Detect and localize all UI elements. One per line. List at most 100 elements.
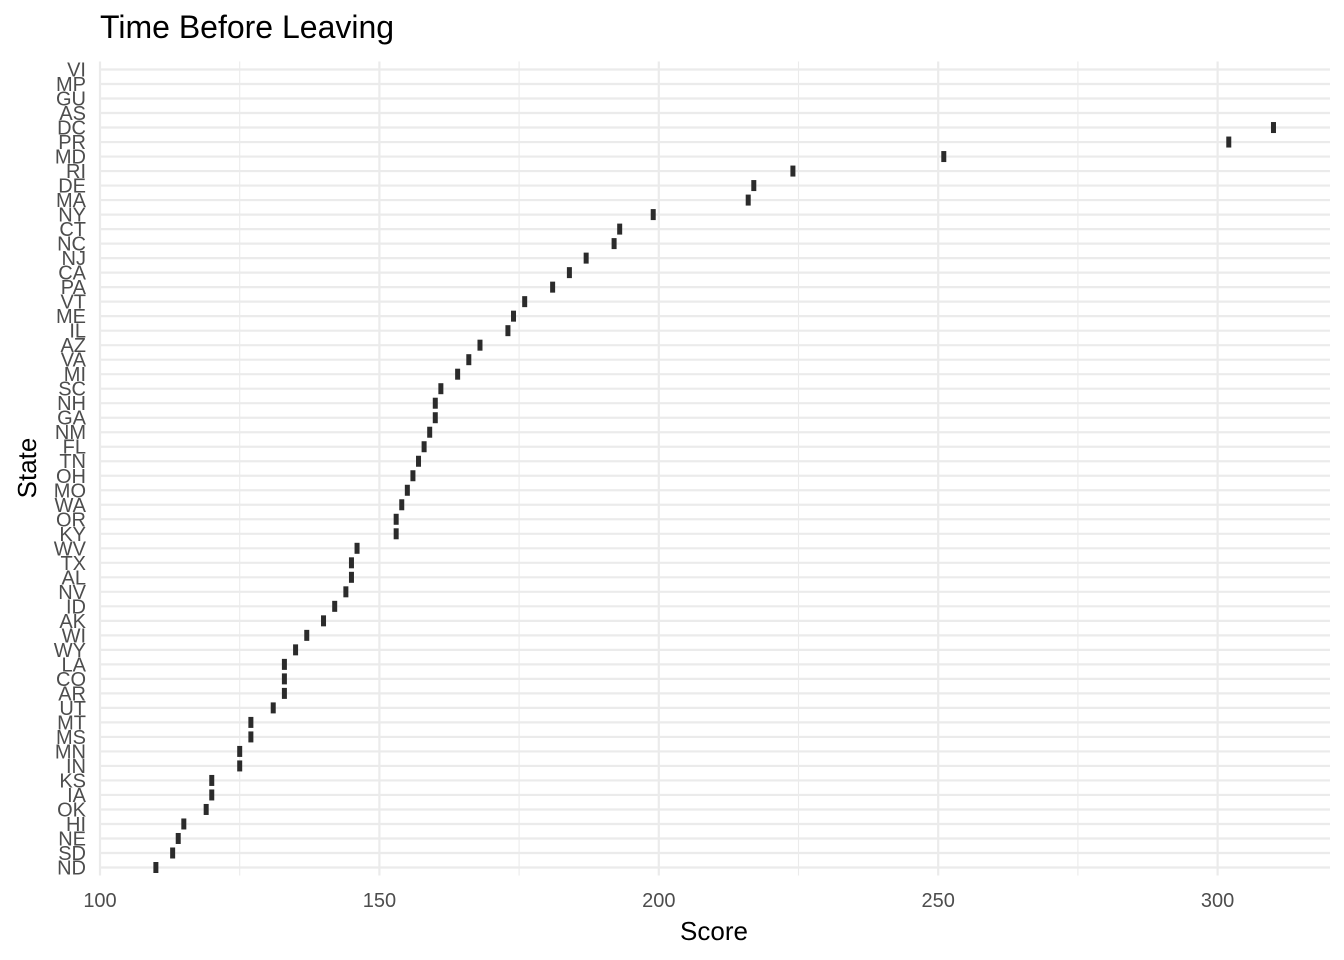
y-tick-label: WA (55, 495, 87, 517)
y-tick-label: VI (67, 60, 86, 82)
y-tick-label: OR (56, 509, 86, 531)
y-tick-label: AZ (60, 335, 86, 357)
y-tick-label: DE (58, 176, 86, 198)
data-point-tn (416, 455, 422, 467)
y-tick-label: UT (59, 698, 86, 720)
x-tick-label: 150 (363, 890, 396, 912)
y-tick-label: MD (55, 147, 86, 169)
y-tick-label: IL (69, 321, 86, 343)
data-point-de (751, 180, 757, 192)
y-tick-label: NH (57, 393, 86, 415)
y-tick-label: MI (64, 364, 86, 386)
y-tick-label: NM (55, 422, 86, 444)
data-point-nv (343, 586, 349, 598)
data-point-dc (1270, 122, 1276, 134)
data-point-wv (354, 542, 360, 554)
y-tick-label: LA (62, 654, 87, 676)
data-point-ia (209, 789, 215, 801)
data-point-az (477, 339, 483, 351)
data-point-wa (399, 499, 405, 511)
y-tick-label: MO (54, 480, 86, 502)
y-tick-label: IN (66, 756, 86, 778)
data-point-ky (393, 528, 399, 540)
data-point-nj (583, 252, 589, 264)
data-point-mt (248, 716, 254, 728)
y-tick-label: SD (58, 843, 86, 865)
y-axis-labels: NDSDNEHIOKIAKSINMNMSMTUTARCOLAWYWIAKIDNV… (54, 60, 87, 880)
data-point-in (237, 760, 243, 772)
chart-title: Time Before Leaving (100, 9, 394, 45)
y-tick-label: SC (58, 379, 86, 401)
y-tick-label: WY (54, 640, 86, 662)
y-tick-label: NJ (62, 248, 86, 270)
data-point-ar (281, 687, 287, 699)
data-marks (153, 122, 1276, 873)
data-point-nd (153, 862, 159, 873)
data-point-me (511, 310, 517, 322)
y-tick-label: DC (57, 118, 86, 140)
y-tick-label: PA (61, 277, 87, 299)
y-tick-label: OK (57, 799, 87, 821)
data-point-ny (650, 209, 656, 221)
data-point-wy (293, 644, 299, 656)
y-tick-label: AK (59, 611, 86, 633)
x-tick-label: 300 (1201, 890, 1234, 912)
y-tick-label: IA (67, 785, 87, 807)
y-tick-label: NV (58, 582, 86, 604)
y-tick-label: GU (56, 89, 86, 111)
x-axis-title: Score (680, 916, 748, 946)
data-point-ga (432, 412, 438, 424)
data-point-md (941, 151, 947, 163)
data-point-mi (455, 368, 461, 380)
data-point-ct (617, 223, 623, 235)
data-point-pa (550, 281, 556, 293)
data-point-ca (566, 267, 572, 279)
data-point-sc (438, 383, 444, 395)
y-tick-label: PR (58, 132, 86, 154)
data-point-al (348, 571, 354, 583)
y-tick-label: OH (56, 466, 86, 488)
data-point-ma (745, 194, 751, 206)
data-point-fl (421, 441, 427, 453)
y-tick-label: HI (66, 814, 86, 836)
y-tick-label: MN (55, 741, 86, 763)
y-tick-label: GA (57, 408, 87, 430)
y-tick-label: MP (56, 74, 86, 96)
y-tick-label: CT (59, 219, 86, 241)
y-tick-label: VA (61, 350, 87, 372)
y-tick-label: KS (59, 770, 86, 792)
data-point-ms (248, 731, 254, 743)
x-tick-label: 250 (922, 890, 955, 912)
data-point-sd (170, 847, 176, 859)
y-axis-title: State (12, 438, 42, 499)
data-point-ak (321, 615, 327, 627)
y-tick-label: MS (56, 727, 86, 749)
data-point-nc (611, 238, 617, 250)
data-point-ok (203, 803, 209, 815)
data-point-ks (209, 774, 215, 786)
data-point-la (281, 658, 287, 670)
x-tick-label: 100 (83, 890, 116, 912)
y-tick-label: ID (66, 596, 86, 618)
x-tick-label: 200 (642, 890, 675, 912)
y-tick-label: WI (62, 625, 86, 647)
y-tick-label: NC (57, 234, 86, 256)
y-tick-label: VT (60, 292, 86, 314)
x-axis-labels: 100 150 200 250 300 (83, 890, 1234, 912)
y-tick-label: ME (56, 306, 86, 328)
data-point-hi (181, 818, 187, 830)
y-tick-label: MT (57, 712, 86, 734)
y-tick-label: NY (58, 205, 86, 227)
data-point-mo (404, 484, 410, 496)
data-point-id (332, 600, 338, 612)
data-point-oh (410, 470, 416, 482)
data-point-co (281, 673, 287, 685)
data-point-mn (237, 745, 243, 757)
data-point-tx (348, 557, 354, 569)
data-point-or (393, 513, 399, 525)
y-tick-label: CO (56, 669, 86, 691)
data-point-va (466, 354, 472, 366)
y-tick-label: CA (58, 263, 86, 285)
grid (98, 61, 1330, 876)
y-tick-label: MA (56, 190, 87, 212)
